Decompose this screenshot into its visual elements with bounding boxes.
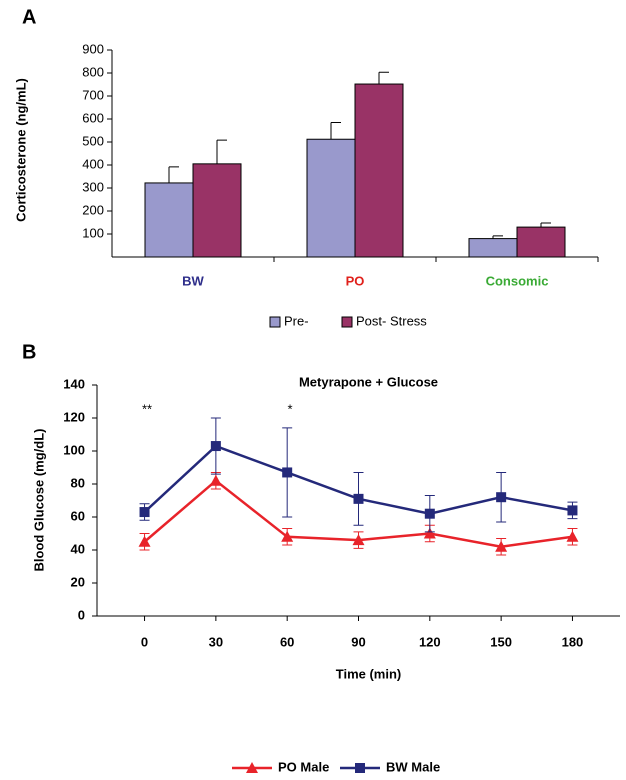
- bar: [468, 238, 518, 258]
- marker: [138, 535, 151, 547]
- bar: [306, 138, 356, 258]
- x-tick-label: 180: [562, 634, 584, 649]
- y-tick-label: 140: [63, 376, 85, 391]
- x-tick-label: 30: [209, 634, 223, 649]
- panel-label: A: [22, 6, 36, 28]
- y-tick-label: 800: [82, 64, 104, 79]
- y-tick-label: 700: [82, 87, 104, 102]
- chart-title: Metyrapone + Glucose: [299, 374, 438, 389]
- x-tick-label: 90: [351, 634, 365, 649]
- panel-label: B: [22, 341, 36, 363]
- legend-label: Pre-: [284, 313, 309, 328]
- marker: [139, 507, 150, 518]
- marker: [495, 540, 508, 552]
- legend-label: PO Male: [278, 759, 329, 774]
- legend-swatch: [341, 316, 353, 328]
- y-tick-label: 200: [82, 202, 104, 217]
- x-tick-label: 150: [490, 634, 512, 649]
- legend-marker: [246, 762, 258, 773]
- error-bar: [216, 139, 227, 164]
- error-bar: [330, 121, 341, 140]
- x-tick-label: Consomic: [486, 273, 549, 288]
- marker: [424, 508, 435, 519]
- x-tick-label: PO: [346, 273, 365, 288]
- y-tick-label: 300: [82, 179, 104, 194]
- legend-label: BW Male: [386, 759, 440, 774]
- marker: [210, 441, 221, 452]
- marker: [423, 527, 436, 539]
- y-tick-label: 400: [82, 156, 104, 171]
- error-bar: [540, 222, 551, 228]
- legend-marker: [355, 763, 365, 773]
- marker: [281, 530, 294, 542]
- bar: [192, 163, 242, 258]
- y-tick-label: 500: [82, 133, 104, 148]
- y-tick-label: 100: [63, 442, 85, 457]
- y-tick-label: 20: [71, 574, 85, 589]
- marker: [566, 530, 579, 542]
- y-tick-label: 0: [78, 607, 85, 622]
- marker: [352, 534, 365, 546]
- marker: [567, 505, 578, 516]
- y-axis-label: Blood Glucose (mg/dL): [31, 429, 46, 572]
- error-bar: [168, 166, 179, 183]
- x-axis-label: Time (min): [336, 666, 402, 681]
- y-tick-label: 60: [71, 508, 85, 523]
- error-bar: [492, 235, 503, 239]
- bar: [144, 182, 194, 258]
- legend-label: Post- Stress: [356, 313, 427, 328]
- x-tick-label: 120: [419, 634, 441, 649]
- y-axis-label: Corticosterone (ng/mL): [13, 78, 28, 222]
- annotation: *: [287, 401, 292, 416]
- y-tick-label: 120: [63, 409, 85, 424]
- marker: [353, 493, 364, 504]
- error-bar: [378, 71, 389, 85]
- y-tick-label: 600: [82, 110, 104, 125]
- x-tick-label: BW: [182, 273, 204, 288]
- y-tick-label: 40: [71, 541, 85, 556]
- y-tick-label: 100: [82, 225, 104, 240]
- marker: [282, 467, 293, 478]
- annotation: **: [142, 401, 152, 416]
- marker: [496, 492, 507, 503]
- y-tick-label: 80: [71, 475, 85, 490]
- x-tick-label: 0: [141, 634, 148, 649]
- marker: [209, 474, 222, 486]
- legend-swatch: [269, 316, 281, 328]
- x-tick-label: 60: [280, 634, 294, 649]
- bar: [516, 226, 566, 258]
- y-tick-label: 900: [82, 41, 104, 56]
- bar: [354, 83, 404, 258]
